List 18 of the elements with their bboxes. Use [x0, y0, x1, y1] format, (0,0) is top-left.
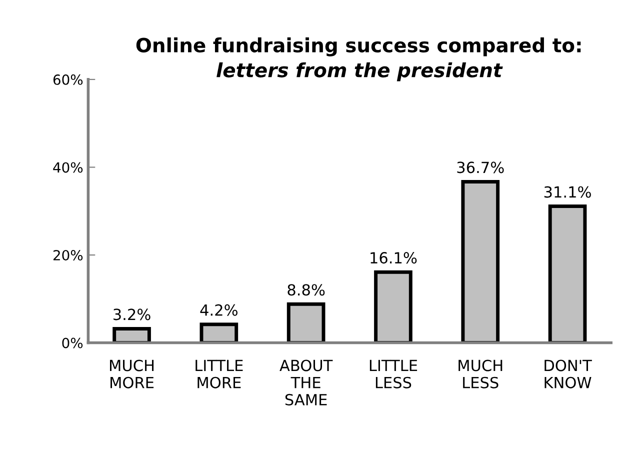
chart-title: Online fundraising success compared to: — [136, 37, 581, 56]
x-tick-label: MUCH LESS — [458, 360, 502, 388]
data-label: 31.1% — [544, 186, 591, 198]
chart-subtitle: letters from the president — [216, 62, 503, 82]
data-label: 16.1% — [370, 252, 417, 264]
y-tick-label: 60% — [53, 74, 83, 85]
x-tick-label: MUCH MORE — [110, 360, 154, 388]
x-tick-label: LITTLE MORE — [196, 360, 243, 388]
x-tick-label: ABOUT THE SAME — [280, 360, 333, 406]
y-tick-label: 40% — [53, 162, 83, 173]
data-label: 4.2% — [200, 304, 238, 316]
data-label: 3.2% — [114, 308, 150, 320]
y-tick-label: 20% — [53, 250, 83, 260]
y-tick-label: 0% — [62, 338, 83, 348]
data-label: 36.7% — [457, 162, 504, 174]
data-label: 8.8% — [288, 284, 325, 296]
x-tick-label: DON'T KNOW — [544, 360, 592, 388]
x-tick-label: LITTLE LESS — [370, 360, 418, 388]
